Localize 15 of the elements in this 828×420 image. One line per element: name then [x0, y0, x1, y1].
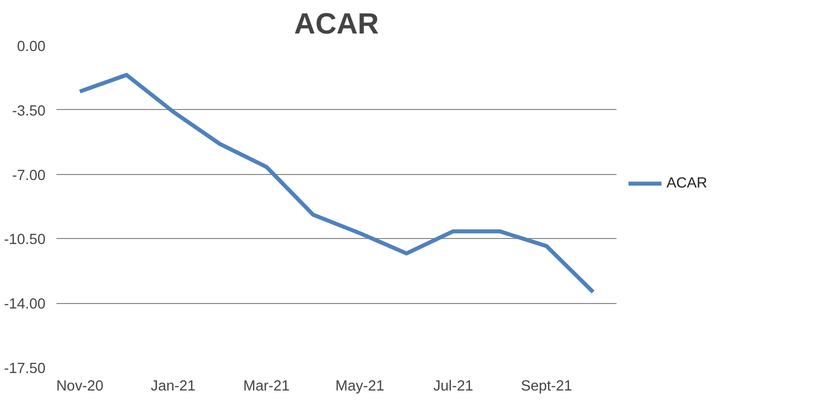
y-tick-label: 0.00: [16, 39, 46, 55]
legend-label: ACAR: [666, 176, 708, 192]
x-tick-label: Mar-21: [243, 378, 290, 394]
x-tick-label: May-21: [335, 378, 384, 394]
y-tick-label: -14.00: [4, 296, 46, 313]
y-tick-label: -10.50: [4, 232, 46, 248]
chart-title: ACAR: [294, 8, 379, 40]
x-tick-label: Jan-21: [150, 378, 196, 394]
y-tick-label: -17.50: [4, 361, 46, 377]
y-tick-label: -7.00: [12, 168, 46, 184]
x-tick-label: Jul-21: [433, 378, 474, 394]
x-tick-label: Sept-21: [520, 378, 572, 394]
line-series: [78, 72, 596, 294]
x-tick-label: Nov-20: [56, 378, 104, 394]
y-tick-label: -3.50: [12, 103, 46, 120]
